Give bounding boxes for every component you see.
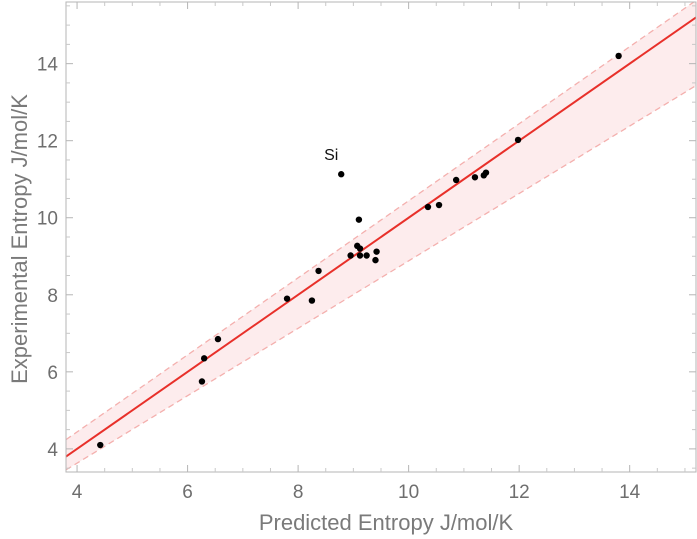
data-point <box>363 252 370 259</box>
y-tick-label: 8 <box>47 286 58 307</box>
data-point <box>424 203 432 211</box>
x-tick-label: 8 <box>293 482 304 503</box>
upper-band-line <box>66 2 695 441</box>
point-annotation: Si <box>324 147 338 164</box>
data-point <box>356 245 364 252</box>
x-axis-title: Predicted Entropy J/mol/K <box>259 510 514 535</box>
y-tick-label: 10 <box>37 209 58 230</box>
annotations: Si <box>324 147 338 164</box>
fit-line <box>66 16 696 458</box>
y-tick-label: 4 <box>47 440 58 461</box>
data-point <box>315 267 322 275</box>
data-point <box>283 295 291 302</box>
data-point <box>355 216 363 223</box>
data-point <box>97 441 104 449</box>
fit-lines <box>66 2 696 471</box>
confidence-band <box>66 2 696 470</box>
axis-ticks: 4 6 8 10 12 14 4 6 8 10 12 14 <box>37 2 696 503</box>
data-point <box>372 256 379 264</box>
y-tick-label: 6 <box>47 363 58 384</box>
data-point <box>347 252 354 259</box>
x-tick-label: 14 <box>619 482 641 503</box>
y-axis-title: Experimental Entropy J/mol/K <box>7 94 32 384</box>
y-tick-label: 14 <box>37 55 59 76</box>
data-point <box>615 52 622 60</box>
y-tick-label: 12 <box>37 132 58 153</box>
data-points <box>97 52 622 449</box>
data-point <box>338 171 345 178</box>
data-point <box>214 335 222 343</box>
x-tick-label: 6 <box>182 482 193 503</box>
data-point <box>514 136 522 144</box>
data-point <box>471 174 479 181</box>
data-point <box>435 201 443 209</box>
x-tick-label: 12 <box>509 482 530 503</box>
lower-band-line <box>66 85 696 471</box>
data-point <box>482 169 490 176</box>
data-point <box>308 297 316 304</box>
data-point <box>200 355 208 362</box>
x-tick-label: 4 <box>72 482 83 503</box>
data-point <box>198 378 206 385</box>
data-point <box>356 252 364 259</box>
data-point <box>452 176 460 184</box>
band-fill <box>66 2 696 470</box>
x-tick-label: 10 <box>398 482 419 503</box>
data-point <box>373 248 380 255</box>
